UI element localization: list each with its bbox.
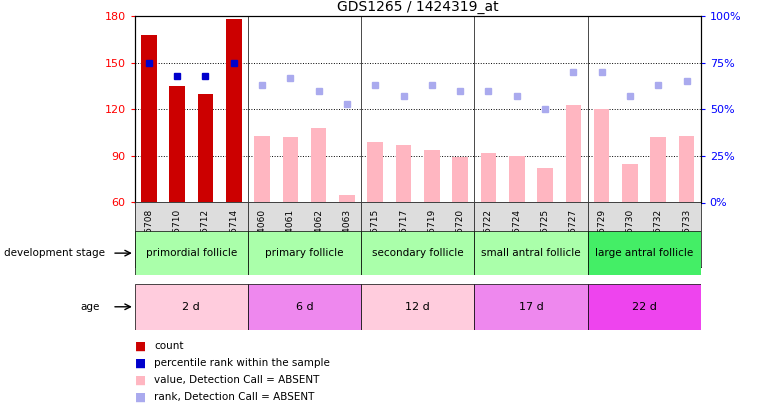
Bar [566,104,581,202]
Text: GSM75730: GSM75730 [625,209,634,258]
Bar [588,284,701,330]
Text: ■: ■ [135,357,146,370]
Bar [198,94,213,202]
Text: GSM75708: GSM75708 [145,209,153,258]
Bar [474,231,588,275]
Bar [424,150,440,202]
Text: GSM75733: GSM75733 [682,209,691,258]
Bar [141,35,156,202]
Bar [361,231,474,275]
Text: GSM74062: GSM74062 [314,209,323,258]
Text: GSM75724: GSM75724 [512,209,521,258]
Text: development stage: development stage [4,248,105,258]
Text: GSM75720: GSM75720 [456,209,464,258]
Bar [622,164,638,202]
Bar [248,284,361,330]
Text: GSM75710: GSM75710 [172,209,182,258]
Text: GSM75732: GSM75732 [654,209,663,258]
Bar [679,136,695,202]
Bar [254,136,270,202]
Text: GSM75719: GSM75719 [427,209,437,258]
Text: 12 d: 12 d [405,302,430,312]
Bar [169,86,185,202]
Text: primordial follicle: primordial follicle [146,248,237,258]
Text: count: count [154,341,183,351]
Text: GSM75729: GSM75729 [598,209,606,258]
Bar [248,231,361,275]
Bar [594,109,609,202]
Text: GSM75727: GSM75727 [569,209,578,258]
Text: 17 d: 17 d [518,302,544,312]
Text: GSM75725: GSM75725 [541,209,550,258]
Bar [135,231,248,275]
Text: 22 d: 22 d [631,302,657,312]
Bar [480,153,496,202]
Text: ■: ■ [135,340,146,353]
Text: GSM74061: GSM74061 [286,209,295,258]
Text: age: age [81,302,100,312]
Text: GSM75714: GSM75714 [229,209,238,258]
Text: rank, Detection Call = ABSENT: rank, Detection Call = ABSENT [154,392,314,402]
Text: GSM74060: GSM74060 [258,209,266,258]
Bar [588,231,701,275]
Bar [361,284,474,330]
Title: GDS1265 / 1424319_at: GDS1265 / 1424319_at [337,0,498,14]
Text: primary follicle: primary follicle [266,248,343,258]
Bar [453,158,468,202]
Text: GSM75712: GSM75712 [201,209,210,258]
Bar [509,156,524,202]
Bar [311,128,326,202]
Text: secondary follicle: secondary follicle [372,248,464,258]
Bar [651,137,666,202]
Text: GSM75717: GSM75717 [399,209,408,258]
Bar [396,145,411,202]
Bar [474,284,588,330]
Bar [340,195,355,202]
Bar [226,19,242,202]
Text: large antral follicle: large antral follicle [595,248,693,258]
Text: 2 d: 2 d [182,302,200,312]
Text: GSM75715: GSM75715 [371,209,380,258]
Bar [283,137,298,202]
Text: small antral follicle: small antral follicle [481,248,581,258]
Text: ■: ■ [135,391,146,404]
Text: value, Detection Call = ABSENT: value, Detection Call = ABSENT [154,375,320,385]
Text: GSM75722: GSM75722 [484,209,493,258]
Text: GSM74063: GSM74063 [343,209,351,258]
Bar [537,168,553,202]
Text: ■: ■ [135,374,146,387]
Bar [367,142,383,202]
Text: 6 d: 6 d [296,302,313,312]
Bar [135,284,248,330]
Text: percentile rank within the sample: percentile rank within the sample [154,358,330,368]
